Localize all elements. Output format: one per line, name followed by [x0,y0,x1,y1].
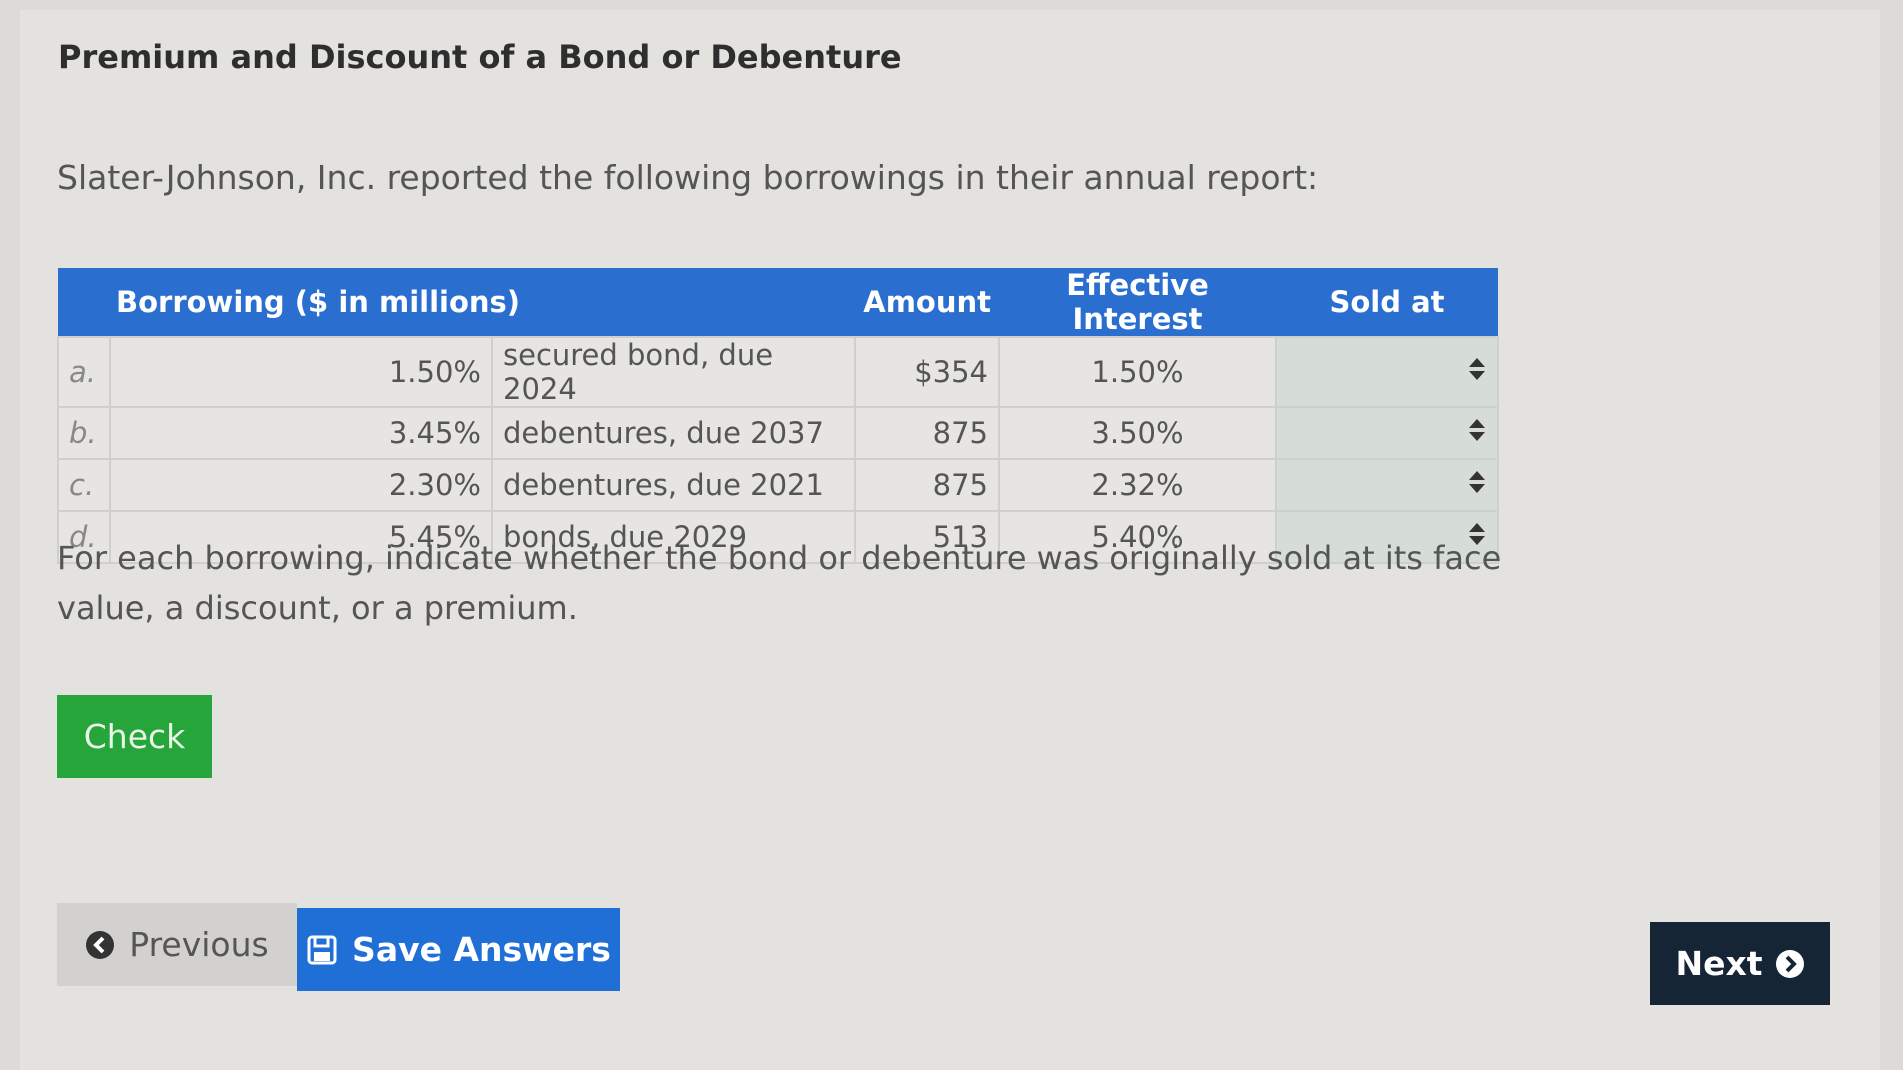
header-cell: Sold at [1276,268,1498,337]
table-row: c. 2.30% debentures, due 2021 875 2.32% [57,458,1499,512]
table-row: b. 3.45% debentures, due 2037 875 3.50% [57,406,1499,460]
cell-eff: 1.50% [998,336,1277,408]
cell-rate: 1.50% [109,336,493,408]
save-label: Save Answers [352,930,611,969]
cell-rate: 2.30% [109,458,493,512]
cell-desc: debentures, due 2037 [490,406,857,460]
table-row: a. 1.50% secured bond, due 2024 $354 1.50% [57,336,1499,408]
cell-num: $354 [854,336,1000,408]
previous-button[interactable]: Previous [57,903,297,986]
select-arrows [1469,419,1485,441]
next-icon [1775,949,1804,978]
previous-icon [86,930,115,959]
cell-desc: secured bond, due 2024 [490,336,857,408]
cell-desc: bonds, due 2029 [490,510,857,564]
cell-eff: 5.40% [998,510,1277,564]
cell-eff: 3.50% [998,406,1277,460]
cell-num: 875 [854,406,1000,460]
sold-at-select[interactable] [1275,336,1499,408]
sold-at-select[interactable] [1275,510,1499,564]
table-body: a. 1.50% secured bond, due 2024 $354 1.50% b.… [57,336,1499,564]
header-row: Borrowing ($ in millions) Amount Effecti… [58,268,1498,337]
check-button[interactable]: Check [57,695,212,778]
header-cell: Amount [855,268,999,337]
save-icon [307,935,337,964]
cell-desc: debentures, due 2021 [490,458,857,512]
check-label: Check [83,717,186,756]
select-arrows [1469,471,1485,493]
cell-eff: 2.32% [998,458,1277,512]
select-arrows [1469,523,1485,545]
cell-letter: c. [57,458,111,512]
sold-at-select[interactable] [1275,406,1499,460]
save-button[interactable]: Save Answers [297,908,620,991]
sold-at-select[interactable] [1275,458,1499,512]
next-button[interactable]: Next [1650,922,1830,1005]
header-cell: Borrowing ($ in millions) [58,268,856,337]
table-row: d. 5.45% bonds, due 2029 513 5.40% [57,510,1499,564]
borrowings-table: Borrowing ($ in millions) Amount Effecti… [57,268,1499,564]
intro: Slater-Johnson, Inc. reported the follow… [57,158,1319,197]
cell-letter: a. [57,336,111,408]
title: Premium and Discount of a Bond or Debent… [58,38,902,76]
cell-letter: b. [57,406,111,460]
cell-num: 513 [854,510,1000,564]
previous-label: Previous [129,925,269,964]
header-cell: Effective Interest [999,268,1276,337]
cell-rate: 3.45% [109,406,493,460]
instructions: For each borrowing, indicate whether the… [57,539,1502,627]
cell-num: 875 [854,458,1000,512]
cell-letter: d. [57,510,111,564]
next-label: Next [1675,944,1763,983]
cell-rate: 5.45% [109,510,493,564]
select-arrows [1469,358,1485,380]
